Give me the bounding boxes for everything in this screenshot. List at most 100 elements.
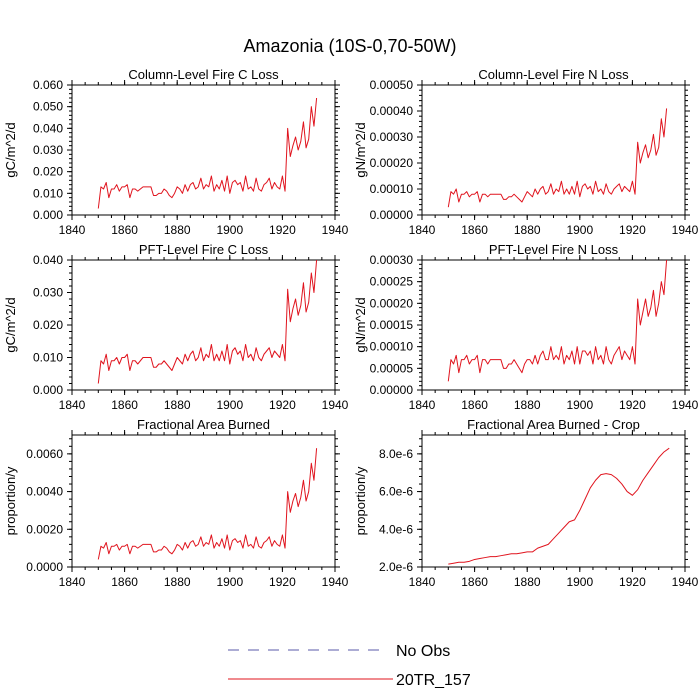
y-tick-label: 0.050: [33, 100, 63, 114]
y-axis-label: gN/m^2/d: [353, 122, 368, 177]
y-tick-label: 0.000: [33, 383, 63, 397]
y-tick-label: 0.00000: [370, 383, 414, 397]
y-axis-label: gC/m^2/d: [3, 297, 18, 352]
x-tick-label: 1900: [216, 398, 243, 412]
series-line-20tr-157: [97, 97, 318, 209]
x-tick-label: 1880: [164, 398, 191, 412]
x-tick-label: 1840: [59, 398, 86, 412]
x-tick-label: 1940: [322, 575, 349, 589]
series-line-20tr-157: [448, 447, 670, 565]
x-tick-label: 1920: [619, 575, 646, 589]
x-tick-label: 1860: [111, 398, 138, 412]
x-tick-label: 1940: [672, 398, 699, 412]
y-tick-label: 0.00030: [370, 253, 414, 267]
y-tick-label: 2.0e-6: [379, 560, 413, 574]
y-tick-label: 0.0060: [26, 447, 63, 461]
y-tick-label: 0.0040: [26, 485, 63, 499]
y-tick-label: 6.0e-6: [379, 485, 413, 499]
x-tick-label: 1920: [619, 223, 646, 237]
x-tick-label: 1940: [322, 223, 349, 237]
plot-frame: [71, 259, 336, 391]
y-tick-label: 0.00025: [370, 275, 414, 289]
panel-4: PFT-Level Fire N Loss gN/m^2/d 1840 1860 188…: [353, 242, 699, 412]
panel-6: Fractional Area Burned - Crop proportion/…: [353, 417, 699, 589]
y-tick-label: 0.040: [33, 121, 63, 135]
y-tick-label: 0.00050: [370, 78, 414, 92]
x-tick-label: 1840: [59, 223, 86, 237]
x-tick-label: 1900: [566, 398, 593, 412]
y-tick-label: 0.00040: [370, 104, 414, 118]
y-tick-label: 0.00020: [370, 156, 414, 170]
panel-title: PFT-Level Fire C Loss: [139, 242, 269, 257]
x-tick-label: 1860: [111, 223, 138, 237]
x-tick-label: 1860: [461, 223, 488, 237]
x-tick-label: 1900: [566, 575, 593, 589]
y-tick-label: 0.00010: [370, 182, 414, 196]
plot-frame: [421, 259, 686, 391]
y-tick-label: 0.0000: [26, 560, 63, 574]
y-tick-label: 0.020: [33, 165, 63, 179]
x-tick-label: 1920: [269, 223, 296, 237]
plot-frame: [71, 84, 336, 216]
x-tick-label: 1840: [409, 398, 436, 412]
x-tick-label: 1940: [672, 223, 699, 237]
panel-title: Fractional Area Burned: [137, 417, 270, 432]
x-tick-label: 1900: [216, 575, 243, 589]
x-tick-label: 1880: [514, 398, 541, 412]
y-axis-label: gC/m^2/d: [3, 122, 18, 177]
legend-label-20tr-157: 20TR_157: [396, 672, 471, 689]
x-tick-label: 1920: [619, 398, 646, 412]
x-tick-label: 1840: [409, 575, 436, 589]
legend: No Obs 20TR_157: [228, 643, 471, 689]
y-axis-label: proportion/y: [353, 466, 368, 535]
x-tick-label: 1940: [672, 575, 699, 589]
y-tick-label: 0.020: [33, 318, 63, 332]
y-tick-label: 0.030: [33, 286, 63, 300]
y-tick-label: 0.010: [33, 351, 63, 365]
y-tick-label: 8.0e-6: [379, 447, 413, 461]
y-tick-label: 0.010: [33, 186, 63, 200]
y-tick-label: 0.00030: [370, 130, 414, 144]
panel-1: Column-Level Fire C Loss gC/m^2/d 1840 1860…: [3, 67, 349, 237]
y-tick-label: 0.030: [33, 143, 63, 157]
panel-title: Fractional Area Burned - Crop: [467, 417, 640, 432]
series-line-20tr-157: [447, 259, 668, 382]
x-tick-label: 1880: [514, 575, 541, 589]
plot-frame: [421, 434, 686, 568]
x-tick-label: 1920: [269, 575, 296, 589]
x-tick-label: 1900: [216, 223, 243, 237]
y-tick-label: 0.060: [33, 78, 63, 92]
panel-title: Column-Level Fire C Loss: [128, 67, 279, 82]
y-tick-label: 0.0020: [26, 522, 63, 536]
panel-2: Column-Level Fire N Loss gN/m^2/d 1840 1860…: [353, 67, 699, 237]
panel-5: Fractional Area Burned proportion/y 1840 18…: [3, 417, 349, 589]
x-tick-label: 1880: [164, 223, 191, 237]
panel-title: Column-Level Fire N Loss: [478, 67, 629, 82]
y-tick-label: 0.000: [33, 208, 63, 222]
series-line-20tr-157: [97, 259, 318, 384]
y-tick-label: 4.0e-6: [379, 522, 413, 536]
y-tick-label: 0.00020: [370, 296, 414, 310]
x-tick-label: 1940: [322, 398, 349, 412]
series-line-20tr-157: [447, 108, 668, 208]
x-tick-label: 1900: [566, 223, 593, 237]
series-line-20tr-157: [97, 448, 318, 560]
y-tick-label: 0.00005: [370, 361, 414, 375]
y-axis-label: gN/m^2/d: [353, 297, 368, 352]
legend-label-no-obs: No Obs: [396, 643, 450, 660]
x-tick-label: 1880: [164, 575, 191, 589]
figure-title: Amazonia (10S-0,70-50W): [243, 36, 456, 56]
x-tick-label: 1880: [514, 223, 541, 237]
y-axis-label: proportion/y: [3, 466, 18, 535]
y-tick-label: 0.00010: [370, 340, 414, 354]
x-tick-label: 1840: [409, 223, 436, 237]
panel-3: PFT-Level Fire C Loss gC/m^2/d 1840 1860 188…: [3, 242, 349, 412]
y-tick-label: 0.00000: [370, 208, 414, 222]
panel-title: PFT-Level Fire N Loss: [489, 242, 619, 257]
x-tick-label: 1920: [269, 398, 296, 412]
y-tick-label: 0.040: [33, 253, 63, 267]
x-tick-label: 1840: [59, 575, 86, 589]
y-tick-label: 0.00015: [370, 318, 414, 332]
panels: Column-Level Fire C Loss gC/m^2/d 1840 1860…: [3, 67, 699, 589]
